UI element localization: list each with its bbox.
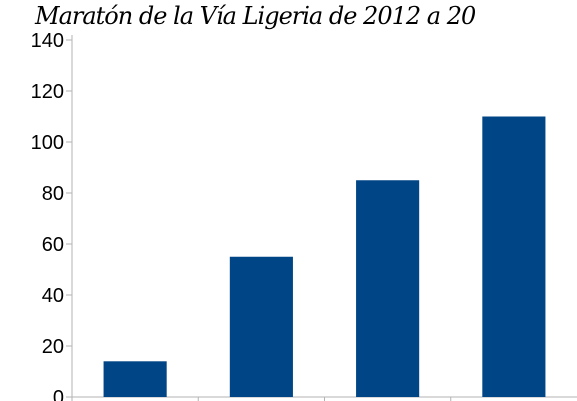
plot-area: 0 20 40 60 80 100 120 140 — [31, 30, 577, 401]
bar — [482, 116, 546, 397]
chart-title: Maratón de la Vía Ligeria de 2012 a 20 — [34, 2, 476, 30]
bar — [103, 361, 167, 397]
bar — [356, 180, 420, 397]
bar — [229, 256, 293, 397]
y-tick-label: 100 — [31, 132, 64, 154]
y-tick-label: 20 — [42, 336, 64, 358]
y-tick-label: 60 — [42, 234, 64, 256]
y-tick-label: 80 — [42, 183, 64, 205]
y-tick-label: 120 — [31, 81, 64, 103]
y-tick-label: 40 — [42, 285, 64, 307]
y-tick-label: 0 — [53, 387, 64, 401]
y-tick-label: 140 — [31, 30, 64, 52]
